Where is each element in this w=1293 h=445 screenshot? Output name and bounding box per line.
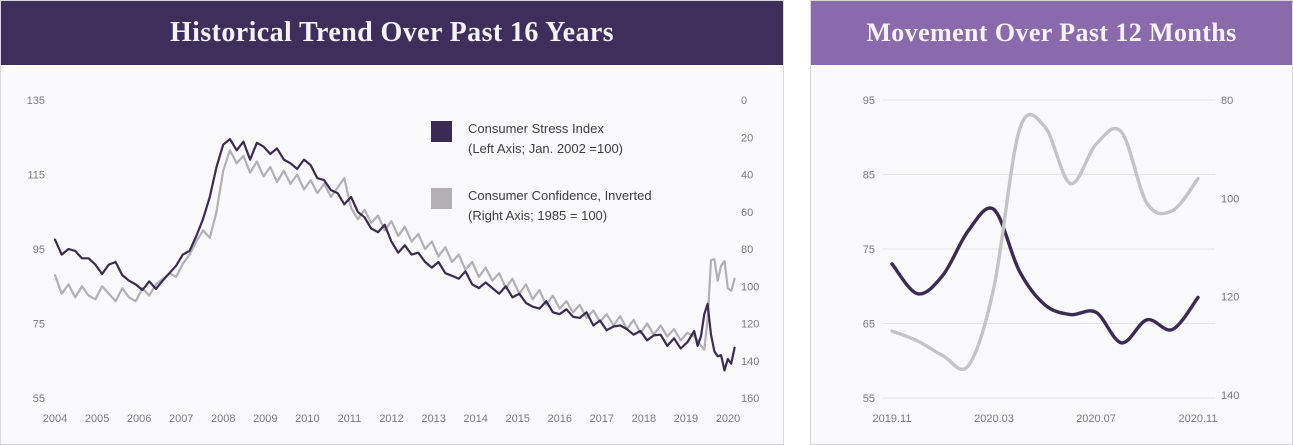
- y-right-tick-label: 80: [1221, 95, 1233, 107]
- y-right-tick-label: 100: [1221, 193, 1239, 205]
- y-left-tick-label: 75: [863, 244, 875, 256]
- x-tick-label: 2020.03: [974, 413, 1014, 425]
- y-left-tick-label: 115: [27, 170, 45, 182]
- x-tick-label: 2019.11: [873, 413, 912, 425]
- y-right-tick-label: 0: [741, 95, 747, 107]
- x-tick-label: 2012: [379, 413, 403, 425]
- x-tick-label: 2020: [716, 413, 740, 425]
- series-line-consumer-confidence-inverted: [53, 149, 736, 351]
- historical-trend-title: Historical Trend Over Past 16 Years: [169, 17, 615, 48]
- y-left-tick-label: 95: [863, 95, 875, 107]
- x-tick-label: 2017: [590, 413, 614, 425]
- y-left-tick-label: 85: [863, 170, 875, 182]
- x-tick-label: 2013: [421, 413, 445, 425]
- x-tick-label: 2005: [85, 413, 109, 425]
- movement-12-months-title: Movement Over Past 12 Months: [866, 18, 1237, 47]
- y-right-tick-label: 40: [741, 170, 753, 182]
- y-right-tick-label: 60: [741, 207, 753, 219]
- historical-trend-plot: 135 115 95 75 55 0 20 40 60 80 100 120 140 160 2004 200…: [27, 95, 760, 425]
- y-left-tick-label: 75: [33, 319, 45, 331]
- x-tick-label: 2016: [548, 413, 572, 425]
- historical-trend-header: Historical Trend Over Past 16 Years: [1, 1, 783, 67]
- y-right-tick-label: 80: [741, 244, 753, 256]
- series-line-consumer-confidence-inverted: [890, 112, 1200, 372]
- stress-index-legend-text: Consumer Stress Index (Left Axis; Jan. 2…: [468, 119, 623, 159]
- y-left-tick-label: 135: [27, 95, 45, 107]
- y-right-tick-label: 120: [741, 319, 759, 331]
- consumer-confidence-swatch: [431, 188, 452, 210]
- x-tick-label: 2019: [674, 413, 698, 425]
- legend-item-stress-index: Consumer Stress Index (Left Axis; Jan. 2…: [431, 119, 701, 159]
- y-left-tick-label: 65: [863, 319, 875, 331]
- y-right-tick-label: 160: [741, 393, 759, 405]
- movement-12-months-header: Movement Over Past 12 Months: [811, 1, 1292, 67]
- y-right-tick-label: 100: [741, 281, 759, 293]
- x-tick-label: 2008: [211, 413, 235, 425]
- x-tick-label: 2011: [338, 413, 362, 425]
- movement-12-months-plot: 95 85 75 65 55 80 100 120 140 2019.11 2020.03 2020.…: [863, 95, 1240, 425]
- consumer-confidence-legend-label: Consumer Confidence, Inverted: [468, 188, 652, 204]
- y-left-tick-label: 55: [33, 393, 45, 405]
- consumer-confidence-legend-text: Consumer Confidence, Inverted (Right Axi…: [468, 186, 652, 226]
- x-tick-label: 2004: [43, 413, 67, 425]
- consumer-confidence-legend-sublabel: (Right Axis; 1985 = 100): [468, 208, 608, 224]
- stress-index-swatch: [431, 121, 452, 142]
- legend-item-consumer-confidence: Consumer Confidence, Inverted (Right Axi…: [431, 186, 701, 226]
- y-right-tick-label: 140: [1221, 390, 1239, 402]
- y-right-tick-label: 120: [1221, 292, 1239, 304]
- y-left-tick-label: 55: [863, 393, 875, 405]
- stress-index-legend-sublabel: (Left Axis; Jan. 2002 =100): [468, 141, 624, 157]
- x-tick-label: 2007: [169, 413, 193, 425]
- y-right-tick-label: 20: [741, 132, 753, 144]
- stress-index-legend-label: Consumer Stress Index: [468, 121, 604, 136]
- x-tick-label: 2020.07: [1076, 413, 1116, 425]
- series-line-consumer-stress-index: [890, 206, 1200, 345]
- x-tick-label: 2015: [505, 413, 529, 425]
- y-right-tick-label: 140: [741, 356, 759, 368]
- x-tick-label: 2018: [632, 413, 656, 425]
- historical-trend-chart-area: 135 115 95 75 55 0 20 40 60 80 100 120 140 160 2004 200…: [1, 67, 783, 444]
- series-line-consumer-stress-index: [53, 138, 736, 372]
- movement-12-months-card: Movement Over Past 12 Months 95 85 75 65 55 8…: [810, 0, 1293, 445]
- historical-trend-card: Historical Trend Over Past 16 Years 135 1…: [0, 0, 784, 445]
- movement-12-months-chart-area: 95 85 75 65 55 80 100 120 140 2019.11 2020.03 2020.…: [811, 67, 1292, 444]
- x-tick-label: 2009: [253, 413, 277, 425]
- x-tick-label: 2020.11: [1179, 413, 1218, 425]
- x-tick-label: 2006: [127, 413, 151, 425]
- x-tick-label: 2014: [463, 413, 487, 425]
- x-tick-label: 2010: [295, 413, 319, 425]
- y-left-tick-label: 95: [33, 244, 45, 256]
- legend: Consumer Stress Index (Left Axis; Jan. 2…: [431, 119, 701, 227]
